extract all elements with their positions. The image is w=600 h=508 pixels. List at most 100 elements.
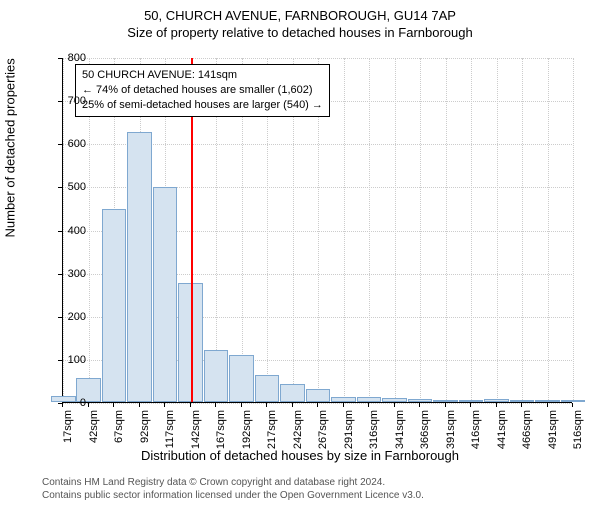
x-tick-label: 267sqm — [317, 410, 329, 450]
x-tick — [190, 403, 191, 407]
x-tick — [88, 403, 89, 407]
x-tick — [113, 403, 114, 407]
x-tick-label: 316sqm — [368, 410, 380, 450]
x-tick-label: 217sqm — [266, 410, 278, 450]
x-tick-label: 92sqm — [139, 410, 151, 450]
x-tick — [241, 403, 242, 407]
x-tick — [470, 403, 471, 407]
histogram-bar — [459, 400, 484, 402]
gridline-v — [395, 58, 396, 402]
info-box: 50 CHURCH AVENUE: 141sqm← 74% of detache… — [75, 64, 330, 117]
y-tick-label: 300 — [68, 268, 86, 280]
y-tick-label: 200 — [68, 311, 86, 323]
y-tick-label: 600 — [68, 138, 86, 150]
gridline-v — [471, 58, 472, 402]
x-tick-label: 117sqm — [164, 410, 176, 450]
histogram-bar — [561, 400, 586, 402]
x-tick-label: 17sqm — [62, 410, 74, 450]
y-tick-label: 700 — [68, 95, 86, 107]
x-tick — [419, 403, 420, 407]
x-tick — [164, 403, 165, 407]
footer-line1: Contains HM Land Registry data © Crown c… — [42, 476, 424, 489]
footer-attribution: Contains HM Land Registry data © Crown c… — [42, 476, 424, 502]
gridline-v — [63, 58, 64, 402]
y-tick-label: 800 — [68, 52, 86, 64]
x-tick — [62, 403, 63, 407]
y-tick — [58, 144, 62, 145]
x-axis-label: Distribution of detached houses by size … — [0, 448, 600, 463]
histogram-bar — [306, 389, 331, 402]
gridline-v — [497, 58, 498, 402]
y-tick — [58, 274, 62, 275]
x-tick-label: 242sqm — [292, 410, 304, 450]
x-tick-label: 142sqm — [190, 410, 202, 450]
x-tick-label: 416sqm — [470, 410, 482, 450]
x-tick-label: 42sqm — [88, 410, 100, 450]
info-box-line: ← 74% of detached houses are smaller (1,… — [82, 83, 323, 98]
x-tick — [572, 403, 573, 407]
y-axis-label: Number of detached properties — [3, 58, 18, 237]
x-tick — [496, 403, 497, 407]
x-tick-label: 441sqm — [496, 410, 508, 450]
y-tick — [58, 187, 62, 188]
histogram-bar — [102, 209, 127, 402]
gridline-v — [344, 58, 345, 402]
y-tick — [58, 317, 62, 318]
histogram-bar — [229, 355, 254, 402]
x-tick-label: 167sqm — [215, 410, 227, 450]
histogram-bar — [331, 397, 356, 402]
histogram-bar — [255, 375, 280, 402]
gridline-v — [420, 58, 421, 402]
y-tick-label: 100 — [68, 354, 86, 366]
x-tick — [445, 403, 446, 407]
x-tick — [139, 403, 140, 407]
histogram-bar — [357, 397, 382, 402]
x-tick — [368, 403, 369, 407]
x-tick — [547, 403, 548, 407]
x-tick — [317, 403, 318, 407]
y-tick-label: 0 — [80, 397, 86, 409]
histogram-bar — [484, 399, 509, 402]
x-tick — [292, 403, 293, 407]
footer-line2: Contains public sector information licen… — [42, 489, 424, 502]
x-tick-label: 516sqm — [572, 410, 584, 450]
histogram-bar — [51, 396, 76, 402]
x-tick — [521, 403, 522, 407]
x-tick-label: 291sqm — [343, 410, 355, 450]
y-tick-label: 500 — [68, 181, 86, 193]
x-tick-label: 391sqm — [445, 410, 457, 450]
x-tick-label: 67sqm — [113, 410, 125, 450]
x-tick — [394, 403, 395, 407]
gridline-v — [446, 58, 447, 402]
x-tick — [215, 403, 216, 407]
y-tick — [58, 58, 62, 59]
histogram-bar — [510, 400, 535, 402]
y-tick-label: 400 — [68, 225, 86, 237]
x-tick — [343, 403, 344, 407]
gridline-v — [573, 58, 574, 402]
x-tick-label: 341sqm — [394, 410, 406, 450]
x-tick-label: 466sqm — [521, 410, 533, 450]
histogram-bar — [280, 384, 305, 402]
x-tick-label: 366sqm — [419, 410, 431, 450]
histogram-bar — [408, 399, 433, 402]
y-tick — [58, 360, 62, 361]
histogram-bar — [382, 398, 407, 402]
page-title: 50, CHURCH AVENUE, FARNBOROUGH, GU14 7AP — [0, 8, 600, 23]
x-tick-label: 491sqm — [547, 410, 559, 450]
info-box-line: 50 CHURCH AVENUE: 141sqm — [82, 68, 323, 83]
histogram-bar — [204, 350, 229, 402]
gridline-v — [522, 58, 523, 402]
info-box-line: 25% of semi-detached houses are larger (… — [82, 98, 323, 113]
y-tick — [58, 101, 62, 102]
histogram-bar — [153, 187, 178, 402]
histogram-bar — [127, 132, 152, 402]
x-tick-label: 192sqm — [241, 410, 253, 450]
page-subtitle: Size of property relative to detached ho… — [0, 25, 600, 40]
y-tick — [58, 231, 62, 232]
gridline-v — [548, 58, 549, 402]
histogram-bar — [535, 400, 560, 402]
x-tick — [266, 403, 267, 407]
gridline-v — [369, 58, 370, 402]
histogram-bar — [433, 400, 458, 402]
